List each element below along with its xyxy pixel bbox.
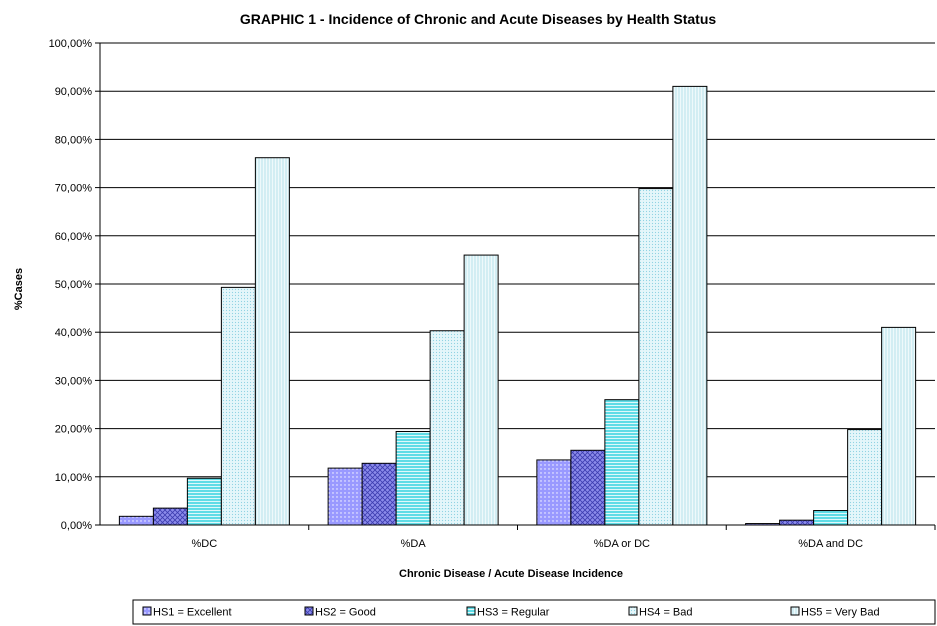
y-tick-label: 40,00% [55,327,93,339]
bar [847,429,883,526]
bar [429,330,465,526]
bar [220,286,256,526]
bar [118,515,154,526]
y-tick-label: 50,00% [55,279,93,291]
bar [745,523,781,526]
y-tick-label: 30,00% [55,375,93,387]
bar [881,326,917,526]
legend-swatch [790,606,800,616]
x-tick-label: %DA and DC [798,538,863,550]
y-tick-label: 60,00% [55,231,93,243]
bar [254,157,290,526]
legend-box [132,599,936,625]
bar [536,459,572,526]
x-tick-label: %DA [401,538,427,550]
y-tick-label: 100,00% [49,38,93,50]
bar [813,510,849,526]
bar [186,477,222,526]
bar [361,462,397,526]
y-tick-label: 20,00% [55,424,93,436]
legend-label: HS1 = Excellent [153,607,232,619]
x-tick-label: %DA or DC [594,538,650,550]
y-tick-label: 70,00% [55,183,93,195]
bar [570,449,606,526]
y-tick-label: 90,00% [55,86,93,98]
legend-swatch [142,606,152,616]
legend-swatch [628,606,638,616]
y-tick-label: 0,00% [61,520,92,532]
bar [779,519,815,526]
legend-swatch [304,606,314,616]
plot-area: 0,00% 10,00% 20,00% 30,00% 40,00% 50,00% 60,00… [49,38,936,550]
x-axis-label: Chronic Disease / Acute Disease Incidenc… [399,568,623,580]
bar [463,254,499,526]
y-tick-label: 80,00% [55,134,93,146]
legend-label: HS5 = Very Bad [801,607,880,619]
chart-title: GRAPHIC 1 - Incidence of Chronic and Acu… [240,11,717,27]
legend-label: HS4 = Bad [639,607,693,619]
bar [327,467,363,526]
legend: HS1 = Excellent HS2 = Good HS3 = Regular HS… [132,599,936,625]
legend-label: HS2 = Good [315,607,376,619]
bar [638,188,674,526]
y-tick-label: 10,00% [55,472,93,484]
bar [672,85,708,526]
legend-label: HS3 = Regular [477,607,550,619]
bar [604,399,640,526]
legend-swatch [466,606,476,616]
y-axis-label: %Cases [13,268,25,310]
x-tick-label: %DC [192,538,218,550]
bar [395,430,431,526]
bar [152,507,188,526]
